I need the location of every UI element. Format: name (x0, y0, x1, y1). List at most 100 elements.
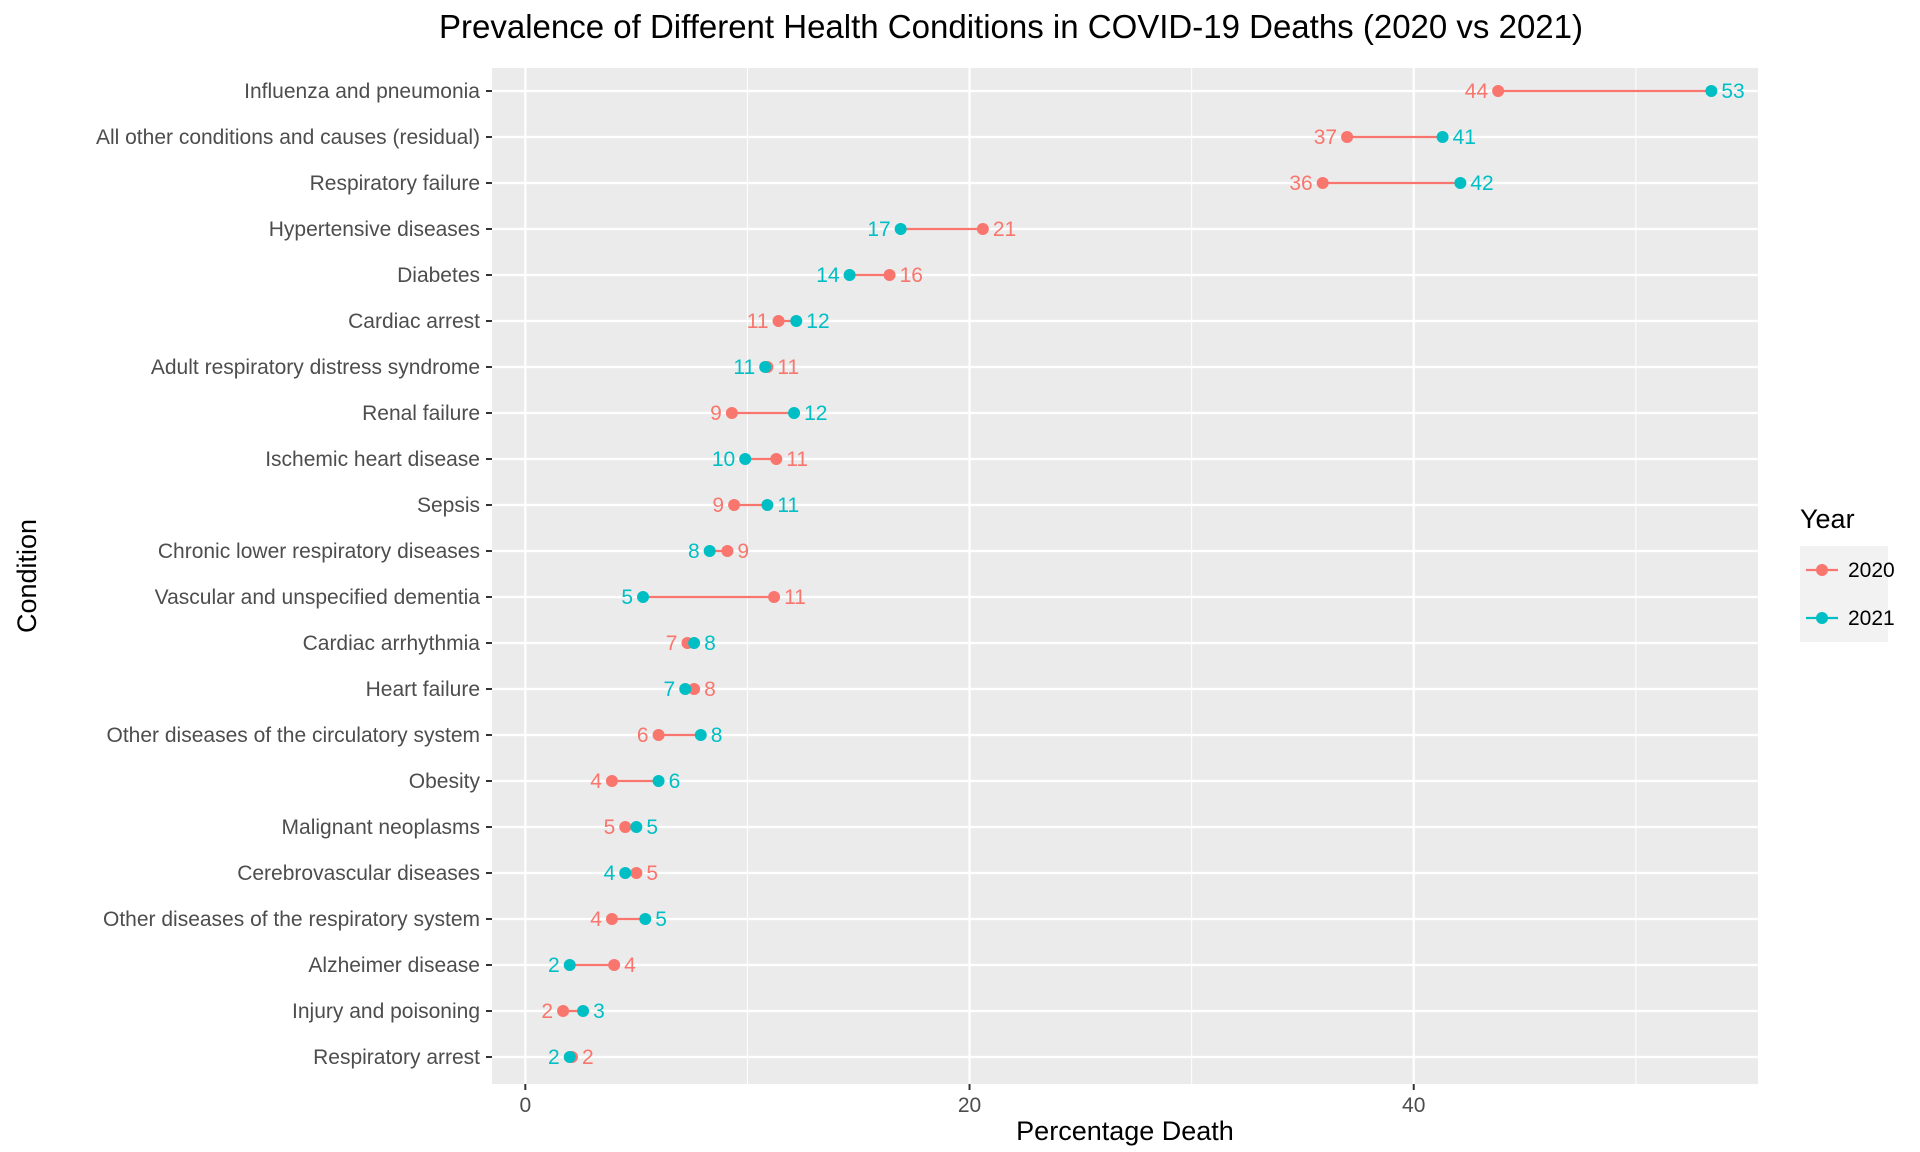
y-tick-label: Diabetes (397, 264, 480, 287)
point-2020 (605, 775, 618, 787)
value-label-2020: 9 (737, 540, 749, 563)
point-2021 (639, 913, 652, 925)
value-label-2020: 6 (637, 724, 649, 747)
point-2021 (630, 821, 643, 833)
value-label-2020: 11 (786, 448, 808, 471)
y-tick-label: Alzheimer disease (308, 954, 480, 977)
value-label-2021: 2 (548, 954, 560, 977)
value-label-2020: 37 (1314, 126, 1337, 149)
value-label-2020: 4 (590, 770, 602, 793)
plot-panel (492, 68, 1758, 1084)
point-2021 (637, 591, 650, 603)
y-tick-label: Respiratory arrest (313, 1046, 480, 1069)
legend-key-point (1816, 612, 1828, 624)
point-2020 (630, 867, 643, 879)
value-label-2021: 17 (867, 218, 890, 241)
value-label-2020: 2 (541, 1000, 553, 1023)
point-2021 (619, 867, 632, 879)
value-label-2020: 36 (1289, 172, 1312, 195)
value-label-2021: 5 (646, 816, 658, 839)
point-2021 (703, 545, 716, 557)
value-label-2020: 8 (704, 678, 716, 701)
point-2021 (739, 453, 752, 465)
point-2021 (679, 683, 692, 695)
y-tick-label: Obesity (409, 770, 481, 793)
value-label-2021: 4 (604, 862, 616, 885)
y-axis: Influenza and pneumonia All other conditi… (96, 80, 492, 1069)
point-2021 (843, 269, 856, 281)
point-2020 (557, 1005, 570, 1017)
legend-label: 2020 (1848, 559, 1895, 582)
y-tick-label: Sepsis (417, 494, 480, 517)
legend-key-point (1816, 564, 1828, 576)
point-2020 (883, 269, 896, 281)
y-tick-label: Cardiac arrest (348, 310, 480, 333)
point-2020 (652, 729, 665, 741)
data-points (557, 85, 1718, 1063)
legend-background (1800, 546, 1888, 642)
x-tick-label: 40 (1402, 1094, 1425, 1117)
legend-items: 2020 2021 (1806, 559, 1895, 630)
point-2021 (790, 315, 803, 327)
point-2020 (619, 821, 632, 833)
y-tick-label: Influenza and pneumonia (244, 80, 480, 103)
point-2020 (688, 683, 701, 695)
value-label-2021: 11 (777, 494, 799, 517)
point-2020 (728, 499, 741, 511)
value-label-2020: 2 (582, 1046, 594, 1069)
y-tick-label: Cerebrovascular diseases (237, 862, 480, 885)
value-label-2021: 10 (712, 448, 735, 471)
point-2020 (770, 453, 783, 465)
value-label-2021: 6 (669, 770, 681, 793)
point-2020 (1316, 177, 1329, 189)
value-label-2021: 42 (1470, 172, 1493, 195)
y-tick-label: Hypertensive diseases (269, 218, 480, 241)
value-label-2021: 12 (804, 402, 827, 425)
legend-title: Year (1800, 504, 1855, 534)
value-label-2021: 53 (1721, 80, 1744, 103)
x-tick-label: 0 (519, 1094, 531, 1117)
y-tick-label: All other conditions and causes (residua… (96, 126, 480, 149)
value-label-2020: 5 (646, 862, 658, 885)
point-2021 (563, 1051, 576, 1063)
point-2021 (688, 637, 701, 649)
point-2020 (772, 315, 785, 327)
value-label-2020: 5 (604, 816, 616, 839)
y-tick-label: Chronic lower respiratory diseases (158, 540, 480, 563)
y-tick-label: Malignant neoplasms (282, 816, 480, 839)
value-label-2021: 5 (621, 586, 633, 609)
point-2020 (976, 223, 989, 235)
x-tick-label: 20 (958, 1094, 981, 1117)
point-2021 (652, 775, 665, 787)
value-label-2021: 12 (806, 310, 829, 333)
chart-title: Prevalence of Different Health Condition… (439, 8, 1583, 45)
point-2021 (761, 499, 774, 511)
value-label-2021: 8 (688, 540, 700, 563)
value-label-2020: 9 (710, 402, 722, 425)
grid-lines (492, 68, 1758, 1084)
point-2021 (759, 361, 772, 373)
value-label-2021: 2 (548, 1046, 560, 1069)
point-2020 (768, 591, 781, 603)
value-label-2020: 9 (712, 494, 724, 517)
point-2021 (694, 729, 707, 741)
value-label-2021: 14 (816, 264, 840, 287)
x-axis-title: Percentage Death (1016, 1116, 1234, 1146)
value-label-2021: 7 (664, 678, 676, 701)
point-2020 (1492, 85, 1505, 97)
legend-label: 2021 (1848, 607, 1895, 630)
point-2020 (608, 959, 621, 971)
y-tick-label: Respiratory failure (310, 172, 480, 195)
value-label-2020: 11 (777, 356, 799, 379)
point-2020 (605, 913, 618, 925)
y-tick-label: Ischemic heart disease (265, 448, 480, 471)
y-tick-label: Other diseases of the respiratory system (103, 908, 480, 931)
y-tick-label: Cardiac arrhythmia (303, 632, 481, 655)
value-label-2020: 44 (1465, 80, 1489, 103)
point-2021 (1705, 85, 1718, 97)
y-tick-label: Adult respiratory distress syndrome (151, 356, 480, 379)
value-label-2021: 3 (593, 1000, 605, 1023)
value-label-2020: 7 (666, 632, 678, 655)
value-label-2020: 4 (590, 908, 602, 931)
